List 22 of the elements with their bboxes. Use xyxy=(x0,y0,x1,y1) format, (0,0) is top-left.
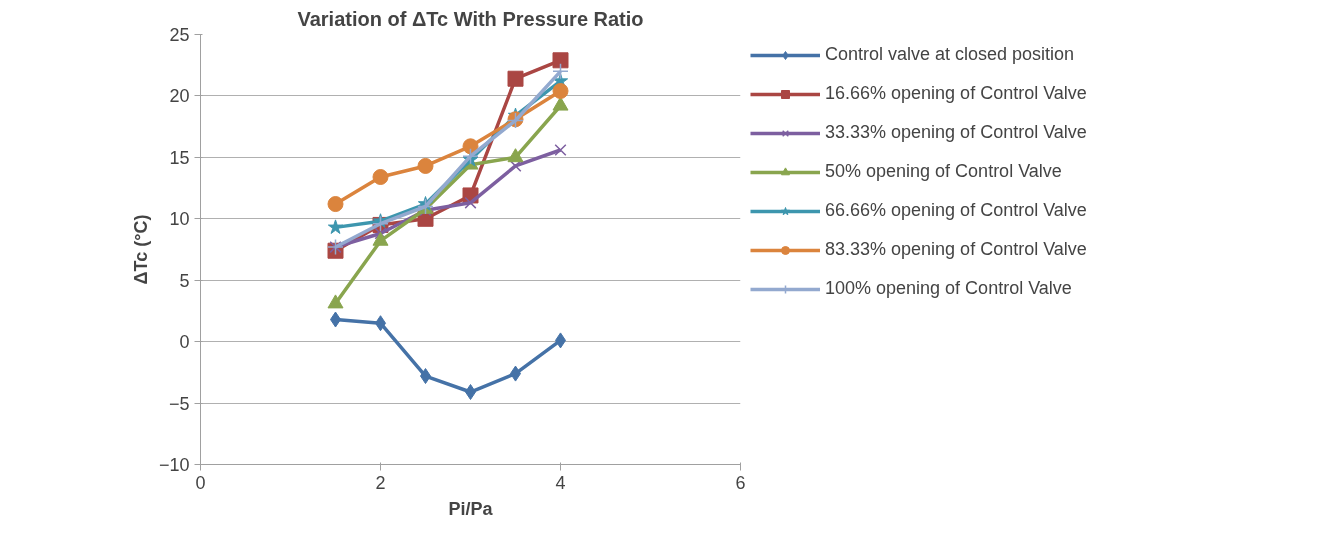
y-axis-title: ΔTc (°C) xyxy=(130,214,151,285)
y-tick-label: 20 xyxy=(169,86,190,107)
y-tick-label: −5 xyxy=(168,393,190,414)
chart-title: Variation of ΔTc With Pressure Ratio xyxy=(297,7,644,30)
x-tick-label: 0 xyxy=(195,472,206,493)
legend-label: 16.66% opening of Control Valve xyxy=(825,83,1087,104)
legend-label: 50% opening of Control Valve xyxy=(825,161,1062,182)
legend-label: 33.33% opening of Control Valve xyxy=(825,122,1087,143)
x-axis-title: Pi/Pa xyxy=(448,498,494,519)
legend-label: Control valve at closed position xyxy=(825,44,1075,65)
y-tick-label: −10 xyxy=(158,455,190,475)
legend-label: 100% opening of Control Valve xyxy=(825,278,1072,299)
y-tick-label: 25 xyxy=(169,25,190,45)
y-tick-label: 10 xyxy=(169,209,190,230)
y-tick-label: 5 xyxy=(179,270,190,291)
x-tick-label: 2 xyxy=(375,472,386,493)
legend-label: 66.66% opening of Control Valve xyxy=(825,200,1087,221)
legend-label: 83.33% opening of Control Valve xyxy=(825,239,1087,260)
y-tick-label: 0 xyxy=(179,332,190,353)
x-tick-label: 4 xyxy=(555,472,566,493)
y-tick-label: 15 xyxy=(169,147,190,168)
x-tick-label: 6 xyxy=(735,472,746,493)
